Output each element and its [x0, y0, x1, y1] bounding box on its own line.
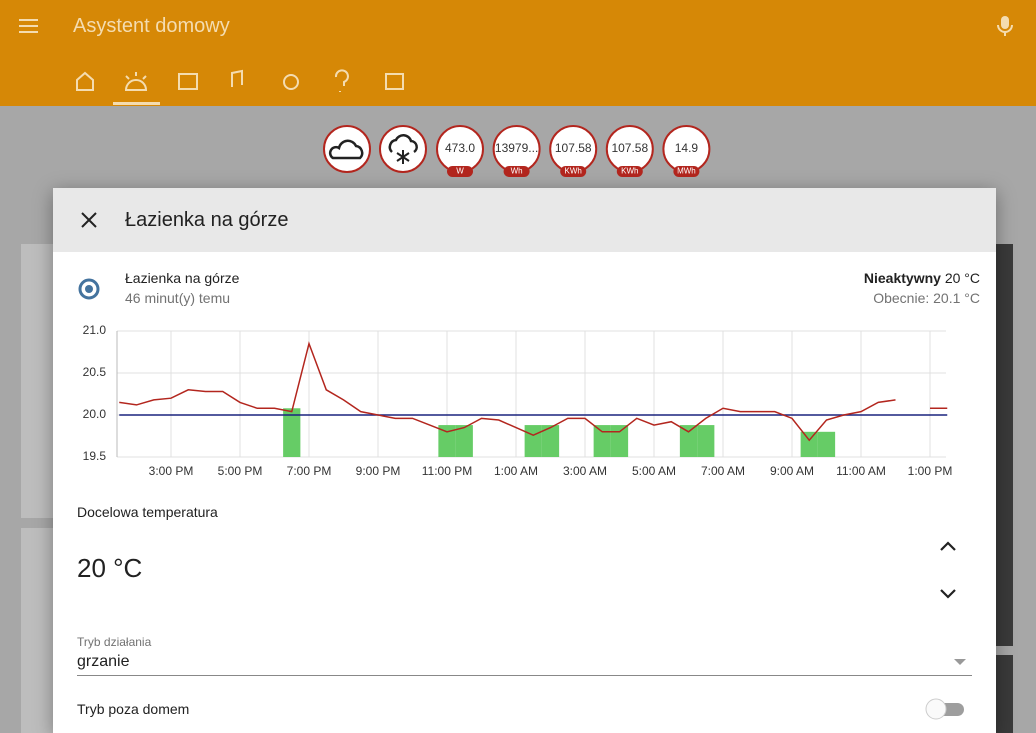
- more-info-dialog: Łazienka na górze Łazienka na górze 46 m…: [53, 188, 996, 733]
- badges: 473.0 W 13979... Wh 107.58 KWh 107.58 KWh 14.9 MW…: [323, 125, 711, 177]
- background-card: [996, 655, 1013, 733]
- badge-unit-pill: [447, 166, 473, 177]
- x-tick-label: 11:00 PM: [422, 464, 472, 478]
- x-tick-label: 5:00 PM: [218, 464, 263, 478]
- state: Nieaktywny: [863, 270, 941, 286]
- y-tick-label: 21.0: [83, 323, 107, 337]
- menu-button[interactable]: [18, 16, 40, 36]
- heating-bar: [524, 425, 542, 457]
- x-tick-label: 3:00 AM: [563, 464, 607, 478]
- mode-label: Tryb działania: [77, 635, 152, 649]
- x-tick-label: 9:00 PM: [356, 464, 401, 478]
- badge-unit: MWh: [677, 167, 696, 176]
- y-tick-label: 19.5: [83, 449, 107, 463]
- y-tick-label: 20.5: [83, 365, 107, 379]
- tab-home[interactable]: [76, 71, 94, 91]
- badge-weather[interactable]: [379, 125, 427, 173]
- app-header: Asystent domowy: [0, 0, 1036, 106]
- close-button[interactable]: [81, 212, 97, 228]
- heating-bar: [679, 425, 698, 457]
- x-tick-label: 5:00 AM: [632, 464, 676, 478]
- x-tick-label: 9:00 AM: [770, 464, 814, 478]
- badge-value: 107.58: [611, 141, 648, 155]
- mic-button[interactable]: [996, 14, 1014, 38]
- background-card: [21, 244, 53, 518]
- badge-unit-pill: [673, 166, 700, 177]
- series-line: [119, 341, 948, 442]
- badge-weather[interactable]: [323, 125, 371, 173]
- heating-bar: [610, 425, 629, 457]
- x-tick-label: 1:00 PM: [908, 464, 953, 478]
- dialog-header: Łazienka na górze: [53, 188, 996, 252]
- x-tick-label: 3:00 PM: [149, 464, 194, 478]
- badge-unit: KWh: [565, 167, 582, 176]
- tab-terminal[interactable]: [385, 73, 404, 90]
- background-card: [21, 528, 53, 733]
- last-changed: 46 minut(y) temu: [125, 290, 231, 306]
- badge-value: 13979...: [495, 141, 538, 155]
- mode-value[interactable]: grzanie: [77, 653, 130, 670]
- badge-value: 14.9: [675, 141, 699, 155]
- tab-weather[interactable]: [124, 72, 148, 91]
- increase-button[interactable]: [940, 541, 956, 551]
- heating-bar: [800, 431, 818, 457]
- heating-bar: [283, 408, 301, 457]
- tab-help[interactable]: [334, 69, 349, 92]
- x-tick-label: 7:00 AM: [701, 464, 745, 478]
- entity-icon: [78, 278, 100, 300]
- tab-bar: [76, 69, 404, 105]
- badge-value: 473.0: [445, 141, 475, 155]
- tab-settings[interactable]: [283, 74, 299, 90]
- state-value: 20 °C: [944, 270, 980, 286]
- mode-underline: [77, 675, 972, 676]
- entity-name: Łazienka na górze: [125, 270, 240, 286]
- away-toggle[interactable]: [924, 697, 966, 721]
- x-tick-label: 7:00 PM: [287, 464, 332, 478]
- badge-unit: KWh: [621, 167, 638, 176]
- target-value: 20 °C: [77, 553, 143, 583]
- badge-unit-pill: [560, 166, 587, 177]
- badge-unit-pill: [503, 166, 530, 177]
- badge-value: 107.58: [555, 141, 592, 155]
- current-temperature: Obecnie: 20.1 °C: [873, 290, 980, 306]
- away-label: Tryb poza domem: [77, 701, 190, 717]
- heating-bar: [541, 425, 560, 457]
- x-tick-label: 1:00 AM: [494, 464, 538, 478]
- heating-bar: [697, 425, 715, 457]
- badge-unit: Wh: [511, 167, 523, 176]
- y-tick-label: 20.0: [83, 407, 107, 421]
- heating-bar: [455, 425, 473, 457]
- badge-unit-pill: [616, 166, 643, 177]
- target-label: Docelowa temperatura: [77, 504, 218, 520]
- dropdown-arrow[interactable]: [954, 658, 966, 666]
- heating-bar: [438, 425, 456, 457]
- decrease-button[interactable]: [940, 589, 956, 599]
- heating-bar: [593, 425, 611, 457]
- tab-calendar[interactable]: [178, 73, 198, 90]
- badge-unit: W: [456, 167, 464, 176]
- dialog-title: Łazienka na górze: [125, 209, 289, 231]
- app-title: Asystent domowy: [73, 15, 230, 37]
- background-card: [996, 244, 1013, 646]
- active-tab-indicator: [113, 102, 160, 105]
- x-tick-label: 11:00 AM: [836, 464, 886, 478]
- target-controls: [940, 541, 956, 599]
- heating-bar: [817, 431, 836, 457]
- tab-music[interactable]: [231, 69, 243, 87]
